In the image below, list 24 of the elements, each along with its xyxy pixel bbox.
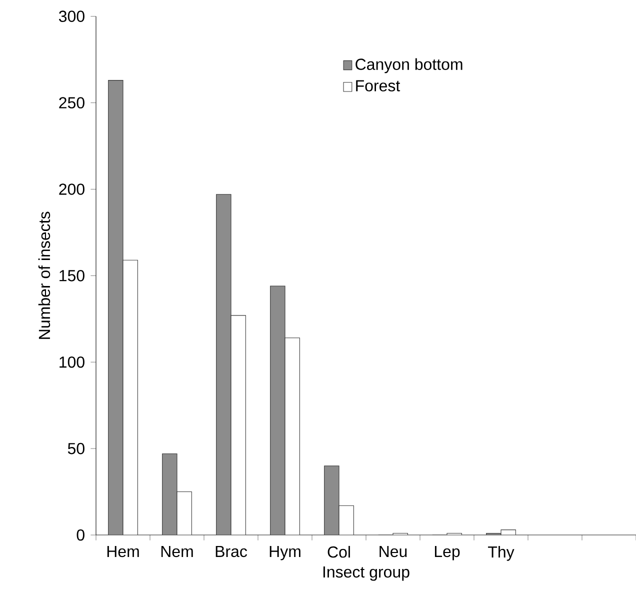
x-tick-label: Col	[328, 546, 350, 558]
x-tick-label: Hem	[107, 546, 139, 558]
x-tick-label: Neu	[380, 546, 407, 558]
bar	[324, 466, 340, 536]
bar	[270, 286, 286, 536]
y-tick-label: 100	[60, 356, 84, 368]
y-tick-label: 50	[68, 442, 84, 454]
bar	[216, 194, 232, 536]
bar	[162, 453, 178, 536]
y-tick-label: 150	[60, 270, 84, 282]
x-tick-label: Hym	[270, 546, 300, 560]
y-tick-label: 200	[59, 184, 84, 195]
legend-label: Canyon bottom	[356, 58, 462, 74]
y-tick-label: 250	[59, 97, 84, 108]
x-tick-label: Nem	[161, 546, 193, 558]
y-axis-title: Number of insects	[38, 212, 50, 339]
x-axis-title: Insect group	[323, 566, 410, 581]
x-tick-label: Thy	[488, 546, 514, 561]
x-tick-label: Brac	[216, 546, 248, 558]
x-tick-label: Lep	[434, 546, 460, 560]
y-tick-label: 300	[58, 10, 84, 22]
y-tick-label: 0	[76, 529, 84, 541]
bar	[108, 80, 124, 536]
legend-label: Forest	[356, 80, 400, 92]
